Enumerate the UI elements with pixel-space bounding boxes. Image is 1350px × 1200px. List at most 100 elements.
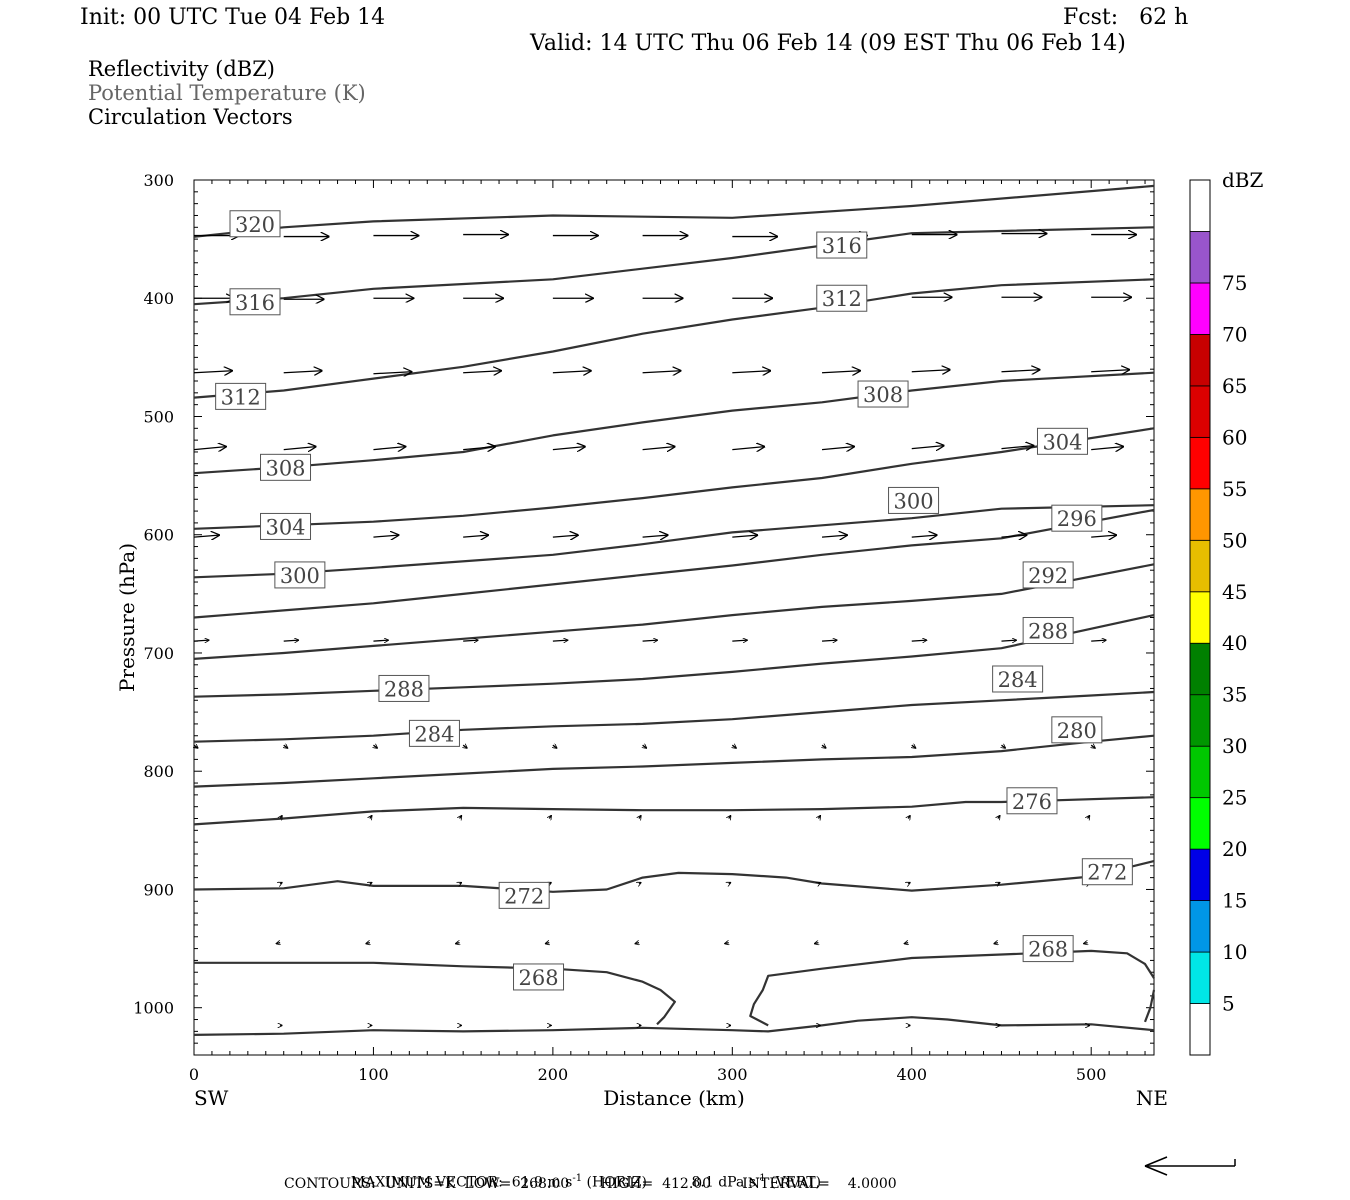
circulation-vector — [908, 883, 910, 884]
y-tick-label: 900 — [143, 880, 174, 899]
theta-contour-268 — [193, 1016, 1155, 1036]
contour-label-box — [513, 963, 565, 991]
circulation-vector — [729, 883, 731, 884]
circulation-vector — [732, 447, 764, 450]
circulation-vector — [552, 535, 578, 537]
circulation-vector — [373, 640, 388, 641]
colorbar-segment — [1189, 694, 1211, 747]
vert-unit: (VERT) — [770, 1174, 822, 1191]
contour-label-288: 288 — [1028, 620, 1068, 644]
plot-frame — [193, 179, 1155, 1056]
colorbar-level-label: 55 — [1222, 477, 1247, 501]
x-axis-label: Distance (km) — [603, 1086, 745, 1110]
y-tick-label: 300 — [143, 171, 174, 190]
circulation-vector — [732, 535, 757, 537]
circulation-vector — [908, 816, 910, 819]
colorbar-segment — [1189, 282, 1211, 335]
x-tick-label: 0 — [189, 1065, 199, 1084]
circulation-vector — [552, 640, 568, 641]
theta-contour-268 — [749, 949, 1155, 1027]
contour-label-268: 268 — [518, 966, 558, 990]
contour-label-288: 288 — [384, 677, 424, 701]
contour-label-box — [1051, 716, 1103, 744]
circulation-vector — [822, 745, 826, 748]
circulation-vector — [732, 371, 770, 373]
init-time: Init: 00 UTC Tue 04 Feb 14 — [80, 5, 386, 30]
colorbar-segment — [1189, 488, 1211, 541]
circulation-vector — [283, 447, 316, 450]
circulation-vector — [635, 943, 639, 944]
circulation-vector — [1084, 943, 1088, 944]
colorbar-segment — [1189, 642, 1211, 696]
theta-contour-320 — [193, 184, 1155, 238]
contour-label-box — [1006, 787, 1058, 815]
circulation-vector — [1088, 816, 1090, 819]
circulation-vector — [370, 816, 372, 819]
circulation-vector — [821, 535, 847, 537]
contour-label-304: 304 — [265, 515, 305, 539]
colorbar-segment — [1189, 797, 1211, 850]
contour-label-300: 300 — [894, 489, 934, 513]
circulation-vector — [460, 816, 462, 819]
contour-label-316: 316 — [235, 291, 275, 315]
contour-label-box — [378, 674, 430, 702]
x-end-label-ne: NE — [1136, 1086, 1168, 1110]
circulation-vector — [1091, 640, 1106, 641]
contour-label-276: 276 — [1012, 790, 1052, 814]
colorbar-segment — [1189, 900, 1211, 953]
colorbar-level-label: 40 — [1222, 631, 1247, 655]
circulation-vector — [193, 640, 209, 641]
contour-label-box — [1081, 858, 1133, 886]
theta-contour-296 — [193, 508, 1155, 619]
contour-label-box — [229, 210, 281, 238]
circulation-vector — [460, 883, 462, 884]
theta-contour-308 — [193, 371, 1155, 475]
circulation-vector — [732, 640, 747, 641]
circulation-vector — [998, 816, 1000, 819]
y-tick-label: 600 — [143, 526, 174, 545]
circulation-vector — [193, 535, 219, 537]
contour-label-300: 300 — [280, 564, 320, 588]
colorbar-level-label: 70 — [1222, 322, 1247, 346]
contour-label-316: 316 — [822, 234, 862, 258]
circulation-vector — [283, 640, 299, 641]
circulation-vector — [643, 745, 647, 748]
contour-label-292: 292 — [1028, 564, 1068, 588]
contour-label-312: 312 — [221, 385, 261, 409]
circulation-vector — [911, 446, 944, 449]
x-tick-label: 400 — [896, 1065, 927, 1084]
contour-label-308: 308 — [863, 383, 903, 407]
x-tick-label: 500 — [1076, 1065, 1107, 1084]
colorbar-level-label: 45 — [1222, 580, 1247, 604]
x-tick-label: 300 — [717, 1065, 748, 1084]
colorbar-segment — [1189, 951, 1211, 1004]
contour-label-box — [1022, 935, 1074, 963]
colorbar-segment — [1189, 539, 1211, 593]
contour-label-268: 268 — [1028, 938, 1068, 962]
circulation-vector — [639, 816, 641, 819]
contour-label-box — [992, 665, 1044, 693]
theta-contour-300 — [193, 504, 1155, 579]
x-tick-label: 100 — [358, 1065, 389, 1084]
circulation-vector — [373, 447, 405, 450]
colorbar-level-label: 30 — [1222, 734, 1247, 758]
circulation-vector — [276, 943, 280, 944]
theta-contour-268 — [1143, 989, 1156, 1023]
theta-contour-304 — [193, 427, 1155, 530]
y-axis-label: Pressure (hPa) — [115, 543, 139, 692]
contour-label-box — [215, 382, 267, 410]
theta-contour-272 — [193, 860, 1155, 893]
circulation-vector — [911, 370, 950, 372]
x-tick-label: 200 — [538, 1065, 569, 1084]
colorbar-level-label: 20 — [1222, 837, 1247, 861]
contour-label-284: 284 — [998, 668, 1038, 692]
circulation-vector — [994, 943, 998, 944]
contour-label-296: 296 — [1057, 507, 1097, 531]
circulation-vector — [1091, 535, 1116, 537]
circulation-vector — [818, 816, 820, 819]
circulation-vector — [463, 371, 501, 373]
circulation-vector — [194, 745, 198, 748]
contour-label-box — [816, 231, 868, 259]
circulation-vector — [463, 640, 478, 641]
